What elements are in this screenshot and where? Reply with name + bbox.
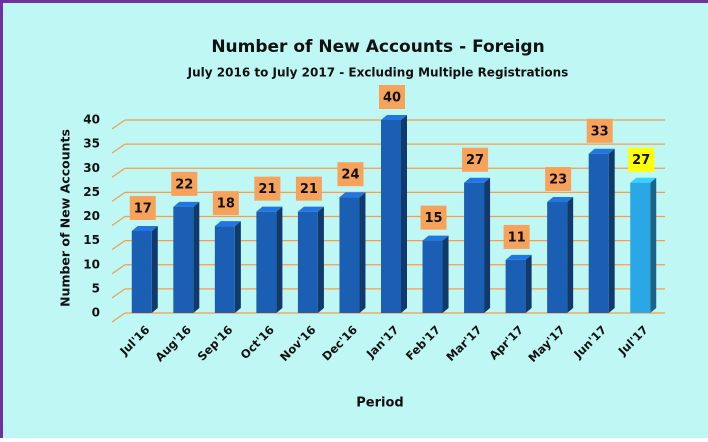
bar [256,212,276,313]
x-axis-label: Period [356,396,403,411]
data-label: 33 [591,124,609,139]
y-tick-label: 10 [83,257,100,271]
y-tick-label: 35 [83,137,100,151]
y-tick-label: 25 [83,185,100,199]
bar-side [359,192,365,313]
data-label: 40 [383,91,401,106]
bar [215,226,235,313]
chart-title: Number of New Accounts - Foreign [211,37,544,57]
bar [339,197,359,313]
data-label: 27 [632,153,650,168]
bar-side [235,221,241,313]
bar [547,202,567,313]
bar-side [443,236,449,313]
bar-side [526,255,532,313]
data-label: 22 [175,177,193,192]
bar [589,154,609,313]
y-tick-label: 30 [83,161,100,175]
bar [381,120,401,313]
data-label: 17 [134,201,152,216]
chart-subtitle: July 2016 to July 2017 - Excluding Multi… [187,66,569,80]
y-tick-label: 15 [83,233,100,247]
bar-side [401,115,407,313]
y-tick-label: 0 [92,306,100,320]
bar-side [567,197,573,313]
data-label: 27 [466,153,484,168]
y-tick-label: 20 [83,209,100,223]
bar [298,212,318,313]
data-label: 11 [508,230,526,245]
data-label: 23 [549,173,567,188]
bar [630,183,650,313]
bar [173,207,193,313]
bar-side [276,207,282,313]
y-tick-label: 40 [83,113,100,127]
bar-side [650,178,656,313]
y-axis-label: Number of New Accounts [58,129,73,307]
data-label: 15 [424,211,442,226]
data-label: 24 [341,168,359,183]
bar-side [609,149,615,313]
data-label: 21 [258,182,276,197]
bar [506,260,526,313]
bar-side [152,226,158,313]
data-label: 21 [300,182,318,197]
bar [132,231,152,313]
bar-side [193,202,199,313]
bar-side [318,207,324,313]
bar-side [484,178,490,313]
data-label: 18 [217,197,235,212]
bar [464,183,484,313]
bar [423,241,443,313]
y-tick-label: 5 [92,281,100,295]
